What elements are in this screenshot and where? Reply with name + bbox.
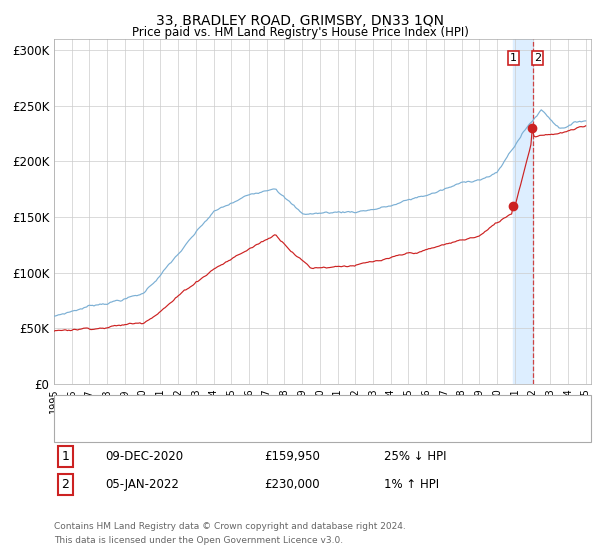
Text: 1: 1 bbox=[61, 450, 70, 463]
Bar bbox=[514, 39, 533, 384]
Text: £159,950: £159,950 bbox=[264, 450, 320, 463]
Text: 25% ↓ HPI: 25% ↓ HPI bbox=[384, 450, 446, 463]
Text: 2: 2 bbox=[61, 478, 70, 491]
Text: This data is licensed under the Open Government Licence v3.0.: This data is licensed under the Open Gov… bbox=[54, 536, 343, 545]
Text: 1: 1 bbox=[510, 53, 517, 63]
Text: Contains HM Land Registry data © Crown copyright and database right 2024.: Contains HM Land Registry data © Crown c… bbox=[54, 522, 406, 531]
Text: Price paid vs. HM Land Registry's House Price Index (HPI): Price paid vs. HM Land Registry's House … bbox=[131, 26, 469, 39]
Text: 33, BRADLEY ROAD, GRIMSBY, DN33 1QN (detached house): 33, BRADLEY ROAD, GRIMSBY, DN33 1QN (det… bbox=[96, 402, 422, 412]
Text: 33, BRADLEY ROAD, GRIMSBY, DN33 1QN: 33, BRADLEY ROAD, GRIMSBY, DN33 1QN bbox=[156, 14, 444, 28]
Text: 09-DEC-2020: 09-DEC-2020 bbox=[105, 450, 183, 463]
Text: 1% ↑ HPI: 1% ↑ HPI bbox=[384, 478, 439, 491]
Text: 05-JAN-2022: 05-JAN-2022 bbox=[105, 478, 179, 491]
Text: 2: 2 bbox=[534, 53, 541, 63]
Text: HPI: Average price, detached house, North East Lincolnshire: HPI: Average price, detached house, Nort… bbox=[96, 421, 425, 431]
Text: £230,000: £230,000 bbox=[264, 478, 320, 491]
